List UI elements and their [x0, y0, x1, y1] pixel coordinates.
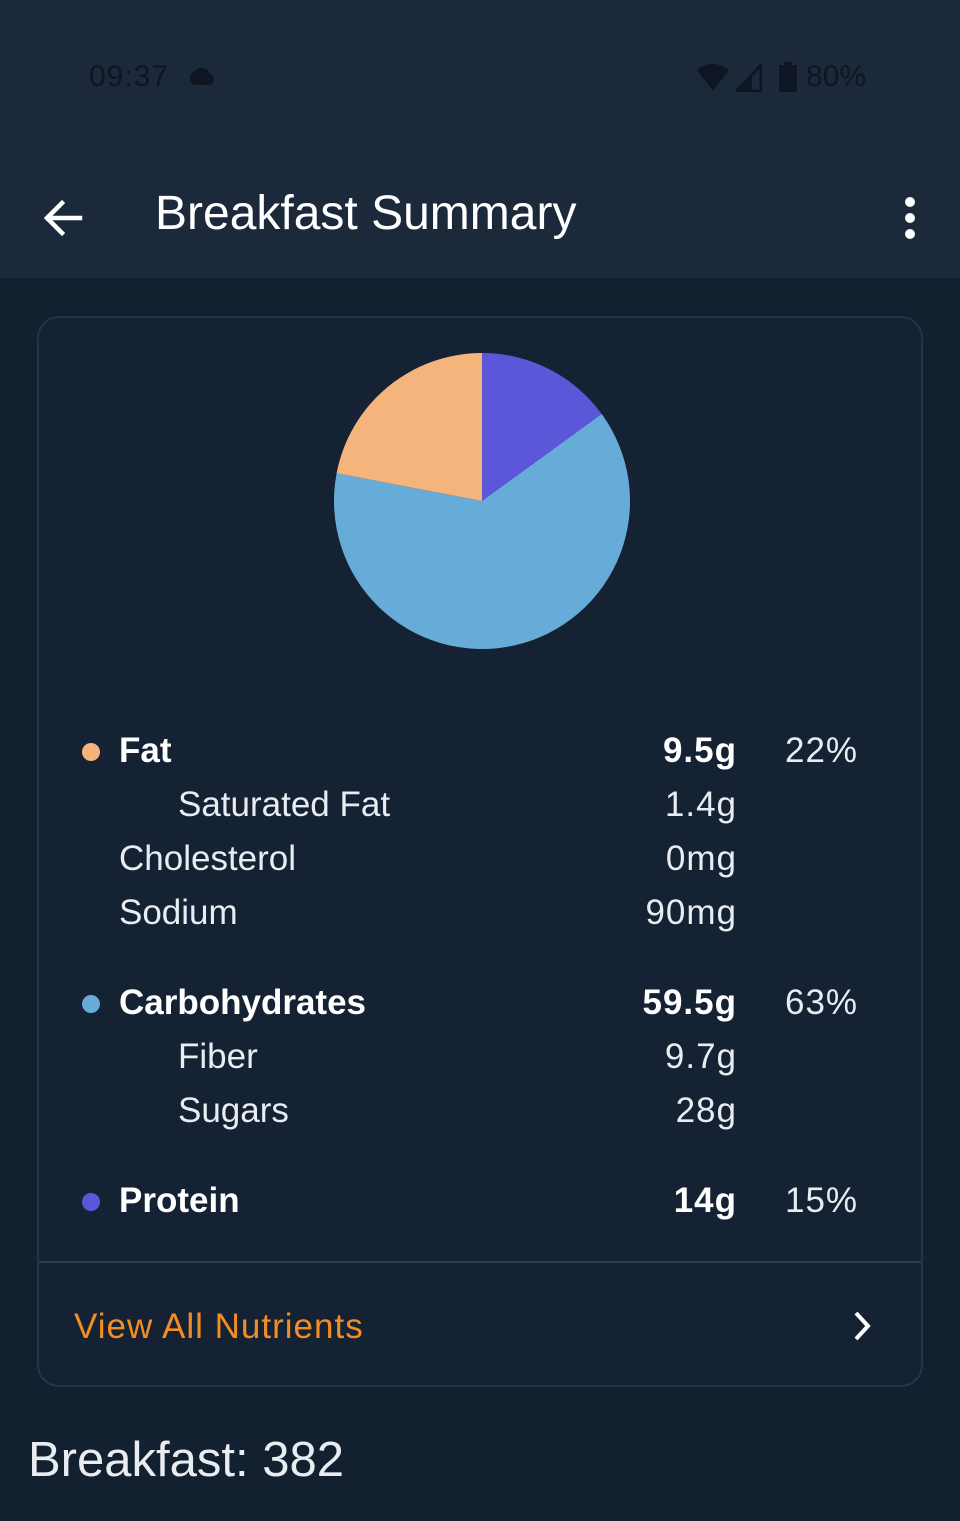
nutrient-label: Sodium	[119, 893, 238, 932]
back-arrow-icon[interactable]	[40, 194, 88, 242]
nutrient-label: Sugars	[178, 1091, 289, 1130]
nutrient-label: Fiber	[178, 1037, 258, 1076]
nutrient-row-fiber: Fiber 9.7g	[39, 1029, 921, 1079]
nutrient-percent: 22%	[785, 731, 859, 770]
page-title: Breakfast Summary	[155, 187, 577, 240]
nutrient-label: Protein	[119, 1181, 240, 1220]
app-bar: Breakfast Summary	[0, 160, 960, 278]
nutrient-row-carbohydrates: Carbohydrates 59.5g 63%	[39, 975, 921, 1025]
nutrient-percent: 63%	[785, 983, 859, 1022]
nutrient-amount: 90mg	[645, 893, 737, 932]
battery-icon	[778, 62, 798, 97]
nutrient-label: Cholesterol	[119, 839, 297, 878]
chevron-right-icon	[847, 1309, 877, 1348]
nutrient-row-cholesterol: Cholesterol 0mg	[39, 831, 921, 881]
nutrient-row-sodium: Sodium 90mg	[39, 885, 921, 935]
carbohydrates-legend-dot	[82, 995, 100, 1013]
pie-slice-carbohydrates	[334, 414, 630, 649]
nutrient-amount: 59.5g	[642, 983, 737, 1022]
nutrient-label: Fat	[119, 731, 172, 770]
breakfast-total: Breakfast: 382	[28, 1433, 344, 1487]
nutrient-amount: 28g	[675, 1091, 737, 1130]
macro-pie-chart	[334, 353, 630, 649]
pie-slice-protein	[482, 353, 602, 501]
nutrient-amount: 14g	[673, 1181, 737, 1220]
view-all-nutrients-button[interactable]: View All Nutrients	[39, 1263, 921, 1387]
fat-legend-dot	[82, 743, 100, 761]
nutrient-row-sugars: Sugars 28g	[39, 1083, 921, 1133]
nutrient-amount: 9.7g	[664, 1037, 737, 1076]
signal-icon	[733, 61, 763, 97]
nutrient-label: Saturated Fat	[178, 785, 391, 824]
more-vertical-icon[interactable]	[896, 194, 924, 242]
nutrient-row-protein: Protein 14g 15%	[39, 1173, 921, 1223]
battery-level: 80%	[806, 60, 867, 93]
view-all-label: View All Nutrients	[74, 1307, 364, 1346]
pie-slice-fat	[336, 353, 482, 501]
status-time: 09:37	[89, 60, 170, 93]
wifi-icon	[696, 62, 730, 97]
nutrient-row-fat: Fat 9.5g 22%	[39, 723, 921, 773]
nutrition-card: Fat 9.5g 22% Saturated Fat 1.4g Choleste…	[37, 316, 923, 1387]
nutrient-row-saturated-fat: Saturated Fat 1.4g	[39, 777, 921, 827]
nutrient-amount: 9.5g	[662, 731, 737, 770]
nutrient-label: Carbohydrates	[119, 983, 367, 1022]
nutrient-amount: 1.4g	[664, 785, 737, 824]
nutrient-amount: 0mg	[665, 839, 737, 878]
protein-legend-dot	[82, 1193, 100, 1211]
card-divider	[39, 1261, 921, 1263]
nutrient-percent: 15%	[785, 1181, 859, 1220]
cloud-icon	[186, 66, 218, 91]
status-bar: 09:37 80%	[0, 0, 960, 160]
